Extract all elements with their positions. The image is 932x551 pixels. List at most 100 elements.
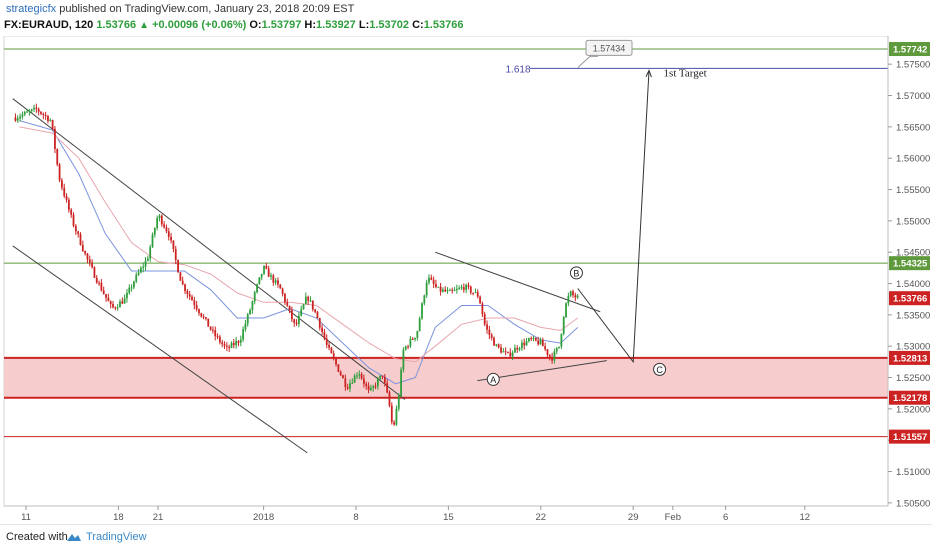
candle-body [70, 209, 73, 215]
candle-body [365, 383, 368, 386]
candle-body [493, 337, 495, 346]
candle-body [149, 247, 152, 259]
candle-body [430, 277, 433, 280]
y-tick-label: 1.56500 [896, 122, 930, 133]
y-tick-label: 1.53000 [896, 342, 930, 353]
candle-body [195, 305, 198, 310]
candle-body [47, 116, 49, 121]
price-badge-label: 1.54325 [893, 259, 928, 270]
open-value: 1.53797 [261, 19, 302, 31]
candle-body [572, 291, 574, 296]
candle-body [207, 318, 210, 327]
trendline [12, 245, 308, 454]
candle-body [562, 317, 565, 334]
candle-body [339, 371, 342, 376]
candle-body [316, 311, 319, 319]
candle-body [472, 292, 475, 294]
price-callout-text: 1.57434 [593, 43, 626, 53]
y-tick-label: 1.57500 [896, 60, 930, 71]
candle-body [523, 342, 526, 346]
candle-body [179, 272, 182, 281]
candle-body [458, 287, 461, 289]
price-chart[interactable]: 1.618 1.57434 1st Target A B C 1.50500 1.51000 1… [0, 36, 932, 524]
candle-body [102, 290, 105, 295]
candle-body [100, 282, 103, 291]
candle-body [265, 265, 268, 269]
candle-body [218, 336, 221, 343]
candle-body [172, 240, 175, 249]
candle-body [360, 374, 363, 379]
candle-body [244, 323, 247, 330]
candle-body [395, 408, 398, 425]
candle-body [300, 309, 303, 316]
chart-header: strategicfx published on TradingView.com… [0, 0, 932, 36]
candle-body [260, 273, 263, 278]
candle-body [446, 290, 449, 292]
candle-body [402, 349, 405, 370]
x-tick-label: 15 [443, 512, 454, 523]
candle-body [246, 314, 249, 324]
tradingview-logo-icon[interactable] [66, 532, 82, 542]
candle-body [249, 309, 251, 315]
price-axis-bg [888, 36, 932, 506]
candle-body [121, 301, 124, 304]
candle-body [91, 262, 94, 268]
x-tick-label: 22 [536, 512, 547, 523]
candle-body [256, 284, 258, 293]
candle-body [541, 339, 544, 347]
y-tick-label: 1.55500 [896, 185, 930, 196]
author-link[interactable]: strategicfx [6, 3, 57, 15]
candle-body [67, 199, 70, 210]
candle-body [539, 339, 542, 345]
x-tick-label: 8 [353, 512, 358, 523]
fib-level-label: 1.618 [505, 64, 530, 75]
candle-body [191, 296, 193, 301]
candle-body [177, 260, 179, 273]
candle-body [202, 316, 205, 318]
candle-body [481, 303, 484, 315]
candle-body [86, 253, 89, 260]
candle-body [309, 300, 312, 302]
candle-body [163, 224, 166, 228]
candle-body [388, 392, 391, 406]
wave-label-a: A [486, 372, 500, 386]
publish-info: strategicfx published on TradingView.com… [6, 3, 354, 15]
candle-body [126, 292, 128, 299]
candle-body [514, 347, 516, 353]
candle-body [546, 349, 549, 355]
candle-body [442, 289, 444, 292]
tradingview-brand[interactable]: TradingView [86, 531, 147, 543]
candle-body [230, 342, 233, 348]
candle-body [228, 346, 231, 348]
candle-body [14, 117, 17, 121]
candle-body [130, 287, 133, 289]
y-tick-label: 1.56000 [896, 154, 930, 165]
price-badge [889, 42, 930, 57]
candle-body [349, 383, 351, 389]
candle-body [337, 364, 340, 372]
candle-body [291, 310, 293, 320]
candle-body [51, 119, 54, 129]
candle-body [212, 329, 214, 331]
y-tick-label: 1.54500 [896, 248, 930, 259]
candle-body [181, 280, 184, 285]
price-callout-box [585, 39, 633, 56]
candle-body [63, 187, 66, 197]
candle-body [119, 301, 121, 308]
candle-body [311, 300, 314, 310]
candle-body [488, 329, 491, 335]
candle-body [516, 347, 519, 350]
candle-body [293, 319, 296, 323]
close-value: 1.53766 [423, 19, 464, 31]
candle-body [281, 288, 284, 294]
y-tick-label: 1.53500 [896, 310, 930, 321]
candle-body [214, 330, 217, 337]
candle-body [112, 303, 114, 308]
high-value: 1.53927 [316, 19, 356, 31]
projection-path [577, 70, 650, 364]
candle-body [507, 351, 509, 353]
candle-body [534, 337, 537, 341]
price-badge-label: 1.53766 [893, 294, 927, 305]
candle-body [342, 375, 344, 379]
candles [14, 103, 579, 426]
